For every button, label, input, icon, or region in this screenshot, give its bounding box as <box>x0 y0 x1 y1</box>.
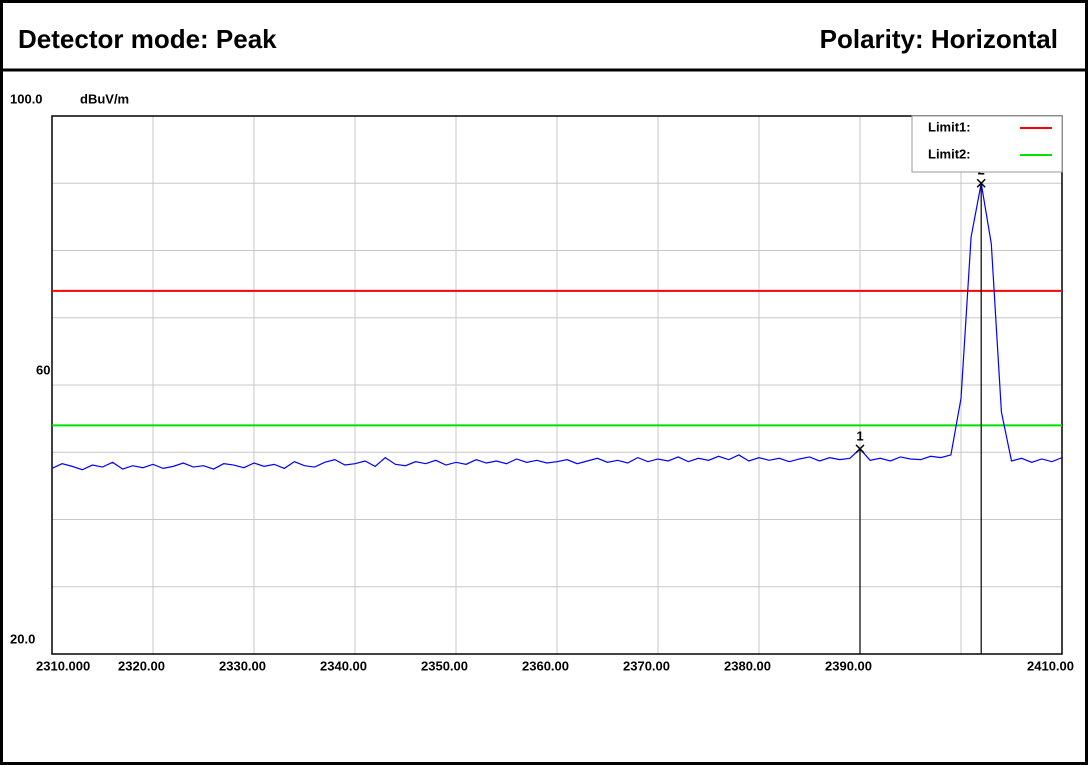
x-tick-label: 2360.00 <box>522 658 569 673</box>
x-tick-label: 2370.00 <box>623 658 670 673</box>
marker-label: 1 <box>856 428 863 443</box>
marker-cross <box>855 444 865 454</box>
x-tick-label: 2350.00 <box>421 658 468 673</box>
legend-box <box>911 115 1063 173</box>
x-tick-label: 2330.00 <box>219 658 266 673</box>
legend-label: Limit2: <box>928 146 971 161</box>
legend-label: Limit1: <box>928 119 971 134</box>
y-tick-label: 100.0 <box>10 91 43 106</box>
header-right: Polarity: Horizontal <box>820 24 1058 54</box>
trace <box>51 183 1063 471</box>
x-tick-label: 2410.00 <box>1027 658 1074 673</box>
x-tick-label: 2310.000 <box>36 658 90 673</box>
x-tick-label: 2340.00 <box>320 658 367 673</box>
y-tick-label: 20.0 <box>10 631 35 646</box>
marker-cross <box>976 178 986 188</box>
x-tick-label: 2320.00 <box>118 658 165 673</box>
header-left: Detector mode: Peak <box>18 24 277 54</box>
y-tick-label: 60 <box>36 362 50 377</box>
y-label: dBuV/m <box>80 91 129 106</box>
x-tick-label: 2380.00 <box>724 658 771 673</box>
plot-frame <box>51 115 1063 655</box>
x-tick-label: 2390.00 <box>825 658 872 673</box>
